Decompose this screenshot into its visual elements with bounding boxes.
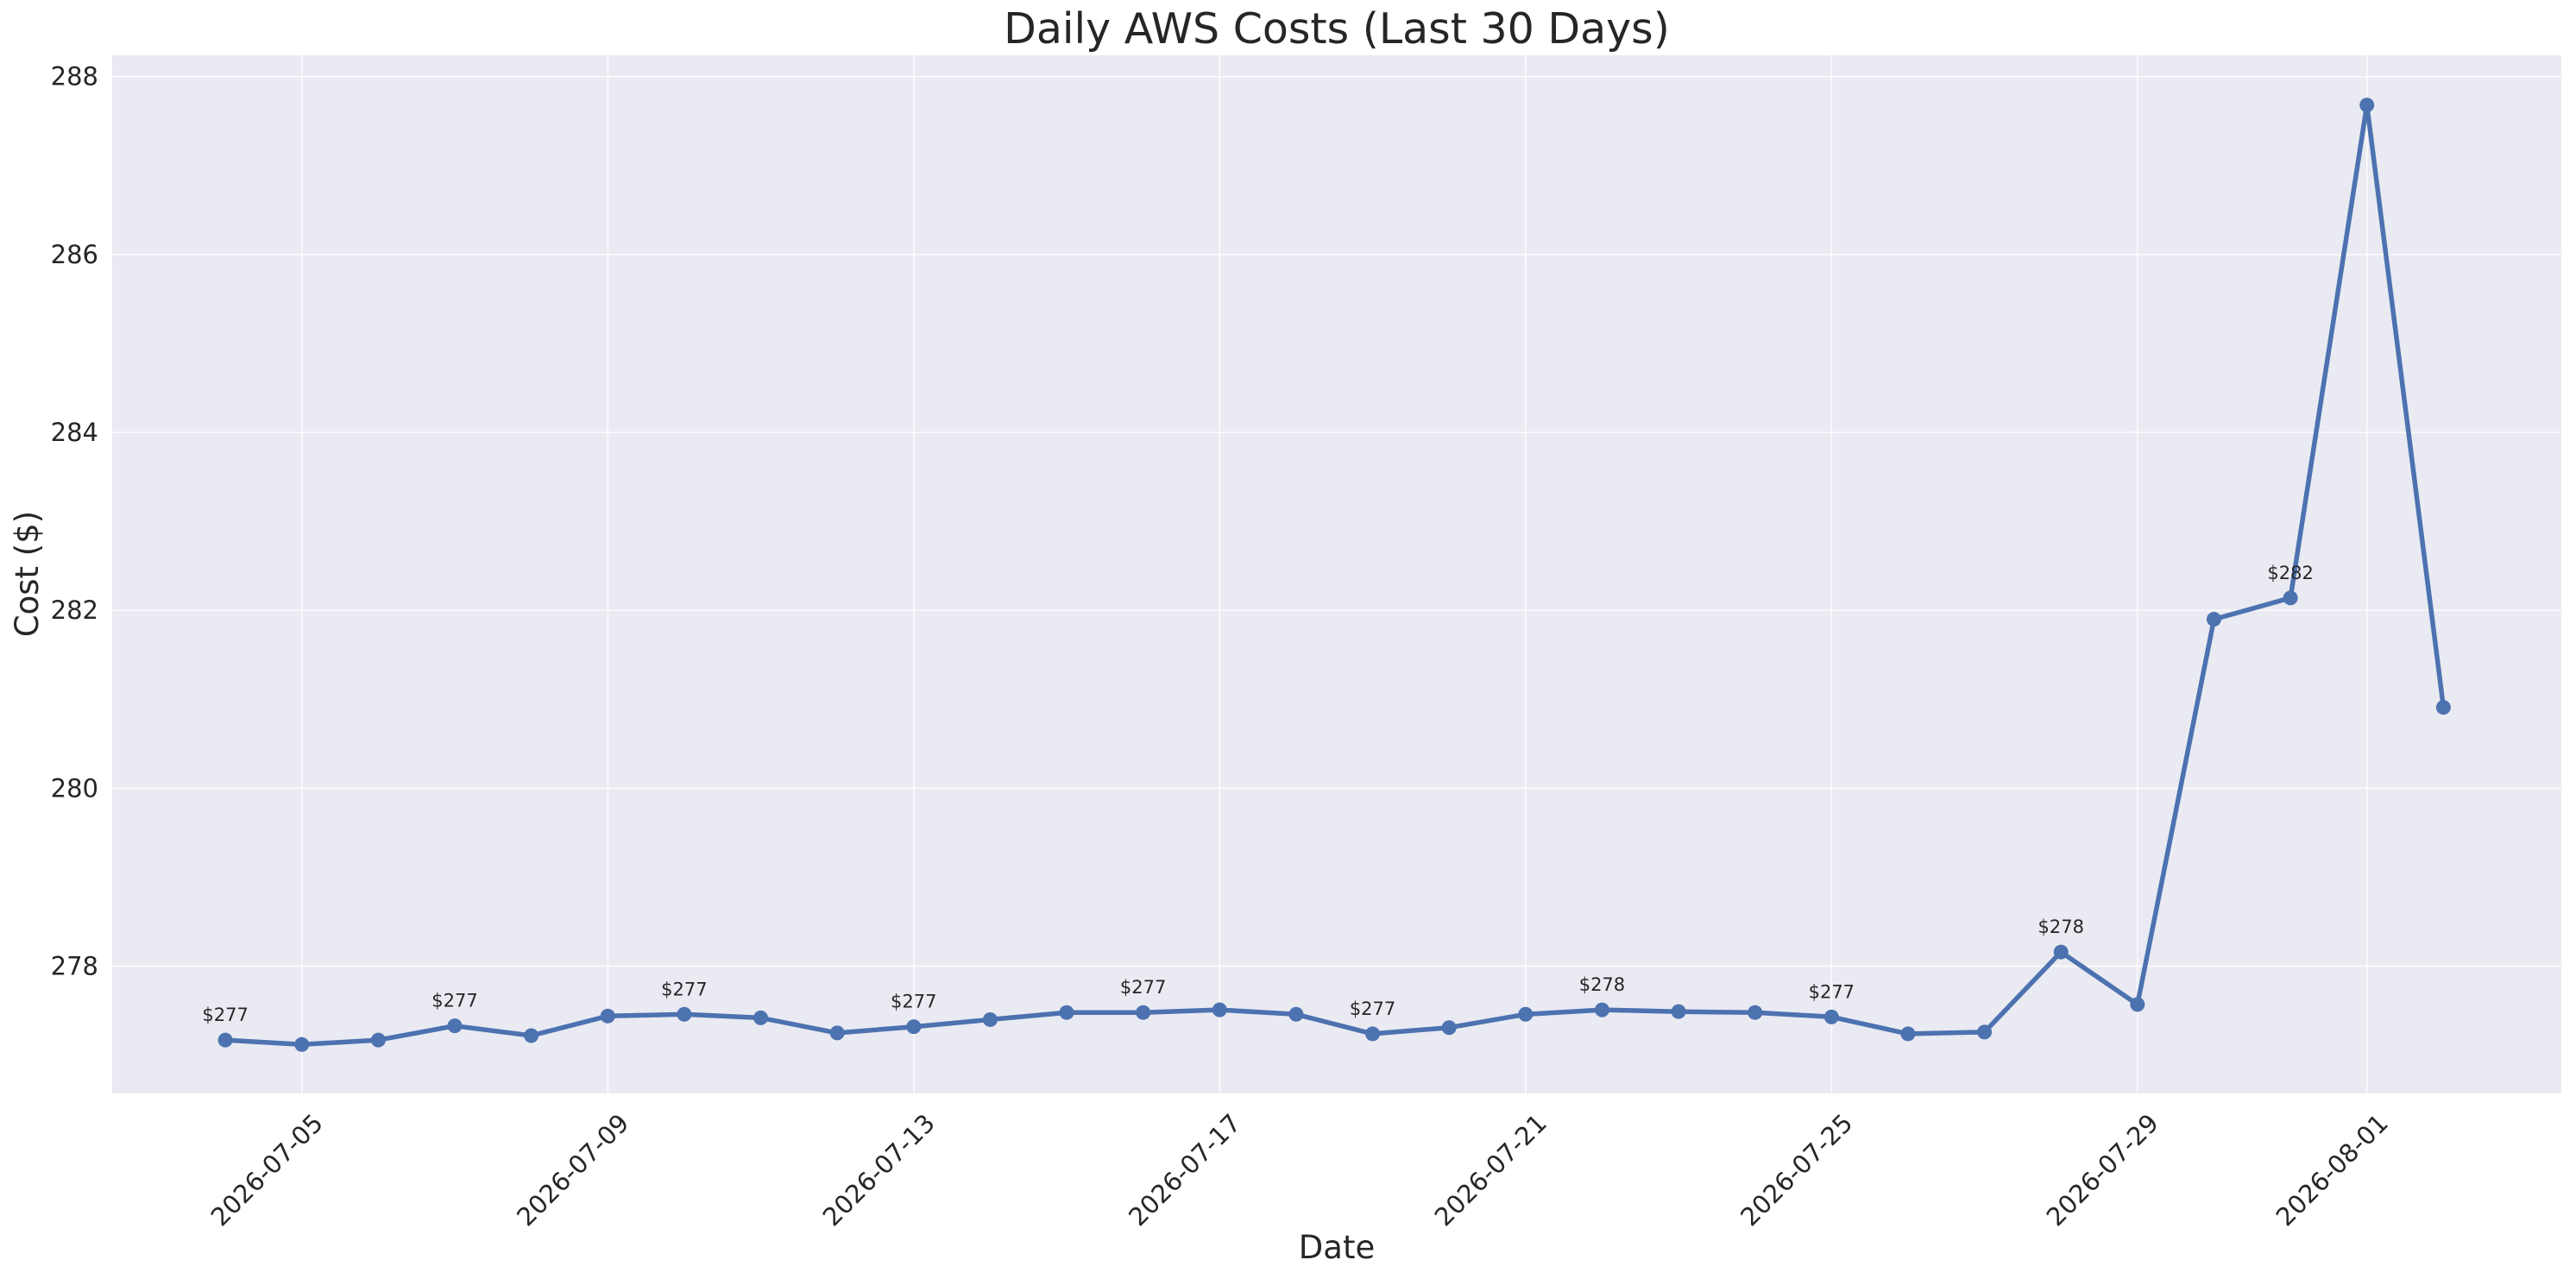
data-point <box>2283 590 2298 606</box>
data-point <box>1136 1005 1151 1020</box>
data-point <box>1059 1005 1074 1020</box>
data-point <box>370 1032 386 1048</box>
y-tick-label: 286 <box>51 240 98 269</box>
data-label: $277 <box>202 1005 248 1025</box>
y-tick-label: 280 <box>51 773 98 803</box>
x-tick-label: 2026-07-21 <box>1429 1108 1553 1232</box>
x-tick-label: 2026-08-01 <box>2271 1108 2394 1232</box>
y-tick-label: 288 <box>51 62 98 91</box>
data-label: $277 <box>1350 999 1395 1019</box>
data-point <box>2359 98 2375 113</box>
series-line <box>223 102 2447 1048</box>
data-point <box>829 1025 845 1041</box>
data-point <box>1594 1002 1609 1018</box>
data-point <box>753 1010 769 1025</box>
data-point <box>447 1018 463 1034</box>
data-label: $277 <box>1809 981 1855 1002</box>
data-label: $277 <box>891 992 936 1012</box>
data-point <box>1518 1006 1534 1022</box>
y-tick-label: 278 <box>51 952 98 981</box>
data-point <box>1977 1024 1993 1040</box>
x-tick-label: 2026-07-09 <box>511 1108 634 1232</box>
data-points <box>217 98 2451 1052</box>
chart-title: Daily AWS Costs (Last 30 Days) <box>1004 4 1670 54</box>
data-point <box>294 1036 310 1052</box>
x-axis-label: Date <box>1299 1229 1375 1266</box>
data-point <box>1823 1009 1839 1024</box>
y-axis-ticks: 278 280 282 284 286 288 <box>51 62 98 981</box>
data-label: $282 <box>2267 563 2313 583</box>
x-tick-label: 2026-07-25 <box>1735 1108 1858 1232</box>
data-point <box>1441 1020 1457 1036</box>
y-tick-label: 282 <box>51 595 98 625</box>
x-tick-label: 2026-07-17 <box>1123 1108 1246 1232</box>
data-label: $277 <box>661 979 707 999</box>
data-point <box>1671 1004 1686 1019</box>
data-point <box>1365 1026 1381 1042</box>
data-point <box>524 1028 539 1043</box>
data-point <box>2206 612 2221 627</box>
data-point <box>677 1006 692 1022</box>
data-point <box>1900 1026 1916 1042</box>
data-label: $278 <box>2037 917 2083 937</box>
data-point <box>2435 700 2451 715</box>
data-point <box>2053 944 2069 960</box>
x-axis-ticks: 2026-07-05 2026-07-09 2026-07-13 2026-07-17… <box>205 1108 2394 1232</box>
data-point <box>1288 1006 1304 1022</box>
y-tick-label: 284 <box>51 418 98 447</box>
data-point <box>906 1019 922 1035</box>
data-label: $278 <box>1579 974 1625 995</box>
data-label: $277 <box>1120 977 1166 998</box>
data-point <box>982 1011 998 1027</box>
data-labels: $277 $277 $277 $277 $277 $277 $278 $277 $278 $282 <box>202 563 2313 1025</box>
data-point <box>1748 1005 1763 1020</box>
x-tick-label: 2026-07-29 <box>2041 1108 2164 1232</box>
x-tick-label: 2026-07-05 <box>205 1108 329 1232</box>
data-point <box>1212 1002 1227 1018</box>
grid <box>112 55 2561 1093</box>
data-point <box>600 1008 615 1024</box>
data-point <box>2130 997 2145 1012</box>
x-tick-label: 2026-07-13 <box>817 1108 941 1232</box>
data-point <box>217 1032 233 1048</box>
y-axis-label: Cost ($) <box>9 511 46 637</box>
plot-area <box>112 55 2561 1093</box>
data-label: $277 <box>431 991 477 1011</box>
